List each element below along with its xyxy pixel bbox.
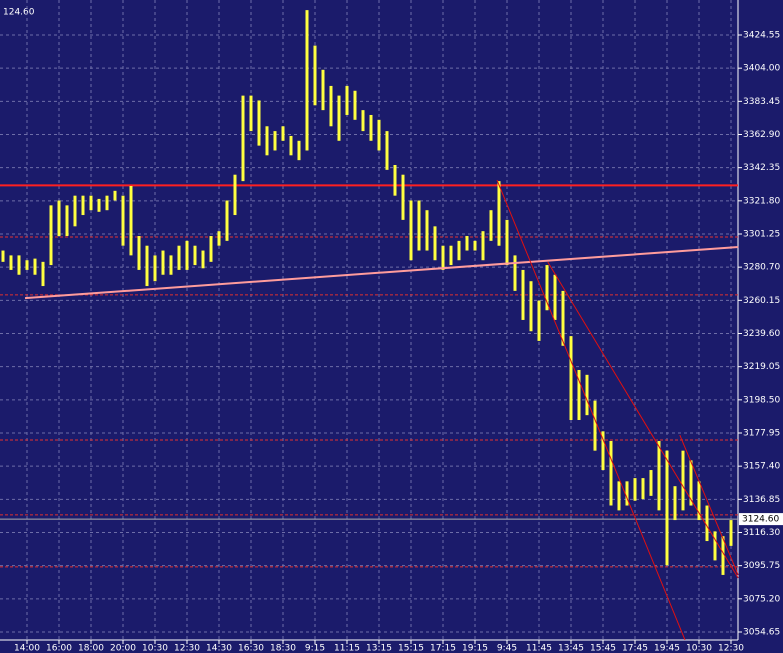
x-tick-label: 18:30 xyxy=(270,644,296,653)
y-tick-label: 3054.65 xyxy=(743,627,780,637)
x-tick-label: 16:00 xyxy=(46,644,72,653)
y-tick-label: 3280.70 xyxy=(743,263,780,273)
y-tick-label: 3219.05 xyxy=(743,362,780,372)
y-tick-label: 3362.90 xyxy=(743,130,780,140)
trend-line xyxy=(679,434,739,576)
y-tick-label: 3321.80 xyxy=(743,196,780,206)
y-tick-label: 3383.45 xyxy=(743,97,780,107)
y-tick-label: 3075.20 xyxy=(743,594,780,604)
x-tick-label: 17:45 xyxy=(622,644,648,653)
x-tick-label: 19:45 xyxy=(654,644,680,653)
trend-line xyxy=(24,245,739,300)
corner-label: 124.60 xyxy=(3,8,35,18)
y-tick-label: 3424.55 xyxy=(743,31,780,41)
y-tick-label: 3157.40 xyxy=(743,462,780,472)
x-tick-label: 15:15 xyxy=(398,644,424,653)
x-tick-label: 9:15 xyxy=(305,644,325,653)
x-tick-label: 20:00 xyxy=(110,644,136,653)
x-tick-label: 11:45 xyxy=(526,644,552,653)
x-tick-label: 12:30 xyxy=(718,644,744,653)
x-tick-label: 10:30 xyxy=(142,644,168,653)
y-tick-label: 3404.00 xyxy=(743,64,780,74)
y-tick-label: 3260.15 xyxy=(743,296,780,306)
x-tick-label: 16:30 xyxy=(238,644,264,653)
x-tick-label: 10:30 xyxy=(686,644,712,653)
x-tick-label: 9:45 xyxy=(497,644,517,653)
y-tick-label: 3239.60 xyxy=(743,329,780,339)
y-tick-label: 3301.25 xyxy=(743,230,780,240)
y-tick-label: 3136.85 xyxy=(743,495,780,505)
x-tick-label: 11:15 xyxy=(334,644,360,653)
x-tick-label: 19:15 xyxy=(462,644,488,653)
y-tick-label: 3342.35 xyxy=(743,163,780,173)
x-tick-label: 13:15 xyxy=(366,644,392,653)
x-tick-label: 15:45 xyxy=(590,644,616,653)
y-tick-label: 3198.50 xyxy=(743,395,780,405)
x-tick-label: 14:30 xyxy=(206,644,232,653)
x-tick-label: 18:00 xyxy=(78,644,104,653)
current-price-box xyxy=(739,513,783,526)
y-tick-label: 3116.30 xyxy=(743,528,780,538)
current-price-label: 3124.60 xyxy=(742,515,779,525)
trend-line xyxy=(547,261,739,579)
y-tick-label: 3095.75 xyxy=(743,561,780,571)
x-tick-label: 13:45 xyxy=(558,644,584,653)
x-tick-label: 12:30 xyxy=(174,644,200,653)
trend-line xyxy=(496,179,686,641)
y-tick-label: 3177.95 xyxy=(743,428,780,438)
x-tick-label: 17:15 xyxy=(430,644,456,653)
x-tick-label: 14:00 xyxy=(14,644,40,653)
